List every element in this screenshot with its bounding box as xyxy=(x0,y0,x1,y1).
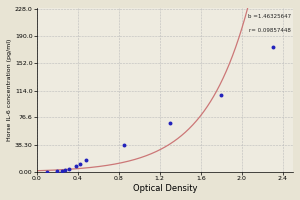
Point xyxy=(168,122,172,125)
Y-axis label: Horse IL-6 concentration (pg/ml): Horse IL-6 concentration (pg/ml) xyxy=(7,39,12,141)
Point xyxy=(122,143,126,147)
Point xyxy=(73,165,78,168)
Text: b =1.46325647: b =1.46325647 xyxy=(248,14,291,19)
Point xyxy=(270,45,275,49)
Point xyxy=(77,162,82,165)
Point xyxy=(83,158,88,162)
Text: r= 0.09857448: r= 0.09857448 xyxy=(249,28,291,33)
Point xyxy=(60,169,65,172)
X-axis label: Optical Density: Optical Density xyxy=(133,184,197,193)
Point xyxy=(55,170,60,173)
Point xyxy=(219,93,224,96)
Point xyxy=(67,167,72,170)
Point xyxy=(44,170,49,173)
Point xyxy=(63,168,68,171)
